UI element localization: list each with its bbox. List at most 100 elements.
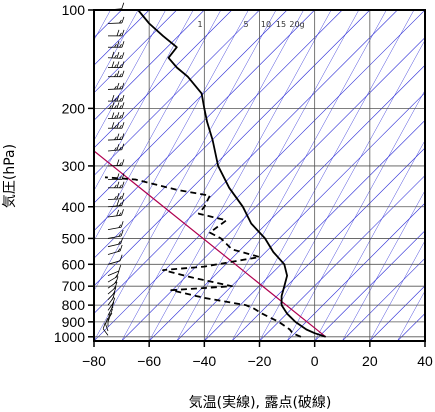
series-lines	[104, 10, 326, 338]
wind-barb-flag	[116, 122, 120, 129]
wind-barb	[108, 181, 125, 189]
wind-barb	[107, 265, 122, 277]
wind-barb-flag	[119, 136, 122, 140]
x-tick-label: −40	[192, 353, 216, 369]
wind-barb	[107, 159, 125, 167]
wind-barb-flag	[116, 270, 120, 277]
wind-barb	[107, 308, 113, 322]
wind-barb-flag	[116, 61, 120, 68]
isotherm-line	[259, 175, 425, 341]
wind-barb-flag	[118, 146, 122, 151]
wind-barb	[107, 209, 124, 218]
wind-barb-flag	[114, 147, 117, 151]
wind-barb	[107, 143, 125, 152]
wind-barb-flag	[119, 44, 122, 48]
mixing-ratio-labels: 1 5 10 15 20g	[197, 20, 304, 29]
pressure-grid	[94, 10, 425, 341]
y-tick-label: 600	[62, 256, 86, 272]
wind-barb-flag	[116, 133, 120, 140]
wind-barb-flag	[116, 102, 120, 109]
wind-barb-flag	[118, 212, 122, 216]
wind-barb-flag	[120, 237, 124, 244]
wind-barb	[107, 51, 125, 59]
wind-barb-flag	[121, 143, 125, 150]
y-tick-label: 900	[62, 314, 86, 330]
wind-barb	[107, 2, 125, 11]
wind-barb	[107, 192, 125, 200]
isotherm-line	[94, 10, 233, 149]
wind-barb-flag	[114, 124, 117, 129]
wind-barb-flag	[114, 85, 117, 90]
wind-barb-flag	[111, 51, 115, 59]
wind-barb-flag	[119, 73, 122, 77]
wind-barb-flag	[110, 306, 114, 311]
wind-barb-flag	[111, 61, 115, 68]
wind-barb	[107, 133, 125, 141]
wind-barb-flag	[116, 192, 120, 200]
isotherm-line	[121, 37, 425, 341]
wind-barb-flag	[114, 280, 117, 284]
wind-barb-flag	[119, 254, 123, 261]
reference-line	[94, 150, 327, 338]
dry-adiabat-line	[94, 10, 194, 192]
wind-barb-flag	[105, 317, 108, 325]
wind-barb-flag	[119, 97, 122, 102]
mixing-ratio-label: 15	[276, 20, 286, 29]
wind-barb-flag	[119, 244, 123, 252]
wind-barb-staff	[107, 270, 119, 277]
wind-barb	[107, 111, 125, 120]
wind-barb-flag	[116, 70, 120, 77]
wind-barb-flag	[121, 122, 125, 129]
x-tick-label: 20	[362, 353, 378, 369]
wind-barb	[107, 276, 119, 289]
wind-barb-flag	[121, 199, 125, 206]
mixing-ratio-label: 10	[261, 20, 271, 29]
wind-barbs	[102, 2, 125, 336]
isotherm-line	[94, 10, 343, 259]
dry-adiabat-line	[259, 39, 425, 341]
temperature-line	[137, 10, 326, 338]
isotherm-line	[176, 92, 425, 341]
wind-barb-flag	[121, 102, 125, 109]
wind-barb-flag	[111, 102, 115, 109]
wind-barb-flag	[121, 94, 125, 102]
wind-barb-flag	[116, 82, 120, 90]
isotherm-line	[204, 119, 425, 341]
wind-barb-flag	[121, 209, 124, 216]
wind-barb-flag	[111, 122, 115, 129]
wind-barb-flag	[118, 224, 122, 228]
wind-barb-staff	[105, 323, 109, 332]
wind-barb-flag	[114, 195, 117, 200]
dewpoint-line	[104, 176, 302, 338]
wind-barb-flag	[119, 184, 122, 189]
isotherm-line	[342, 257, 425, 341]
wind-barb-flag	[119, 195, 122, 200]
dry-adiabat-line	[94, 10, 222, 242]
wind-barb-flag	[119, 114, 122, 119]
wind-barb-flag	[114, 64, 117, 68]
y-tick-label: 300	[62, 158, 86, 174]
wind-barb-flag	[107, 313, 111, 320]
wind-barb	[107, 199, 125, 208]
wind-barb-flag	[121, 111, 125, 119]
wind-barb-flag	[114, 115, 117, 119]
wind-barb-staff	[102, 328, 109, 336]
wind-barb-flag	[116, 52, 120, 59]
x-tick-label: −20	[248, 353, 272, 369]
wind-barb	[107, 221, 124, 231]
wind-barb	[108, 29, 125, 37]
dry-adiabat-line	[342, 190, 425, 341]
wind-barb-flag	[114, 97, 117, 102]
wind-barb	[108, 173, 125, 180]
wind-barb-flag	[120, 229, 124, 237]
reference-line-segment	[94, 150, 327, 338]
wind-barb-flag	[116, 159, 120, 166]
wind-barb-flag	[114, 105, 117, 109]
wind-barb-flag	[116, 199, 120, 207]
wind-barb-flag	[119, 162, 122, 166]
wind-barb-staff	[107, 260, 121, 265]
wind-barb	[107, 229, 124, 239]
wind-barb	[107, 254, 123, 265]
y-tick-label: 200	[62, 100, 86, 116]
